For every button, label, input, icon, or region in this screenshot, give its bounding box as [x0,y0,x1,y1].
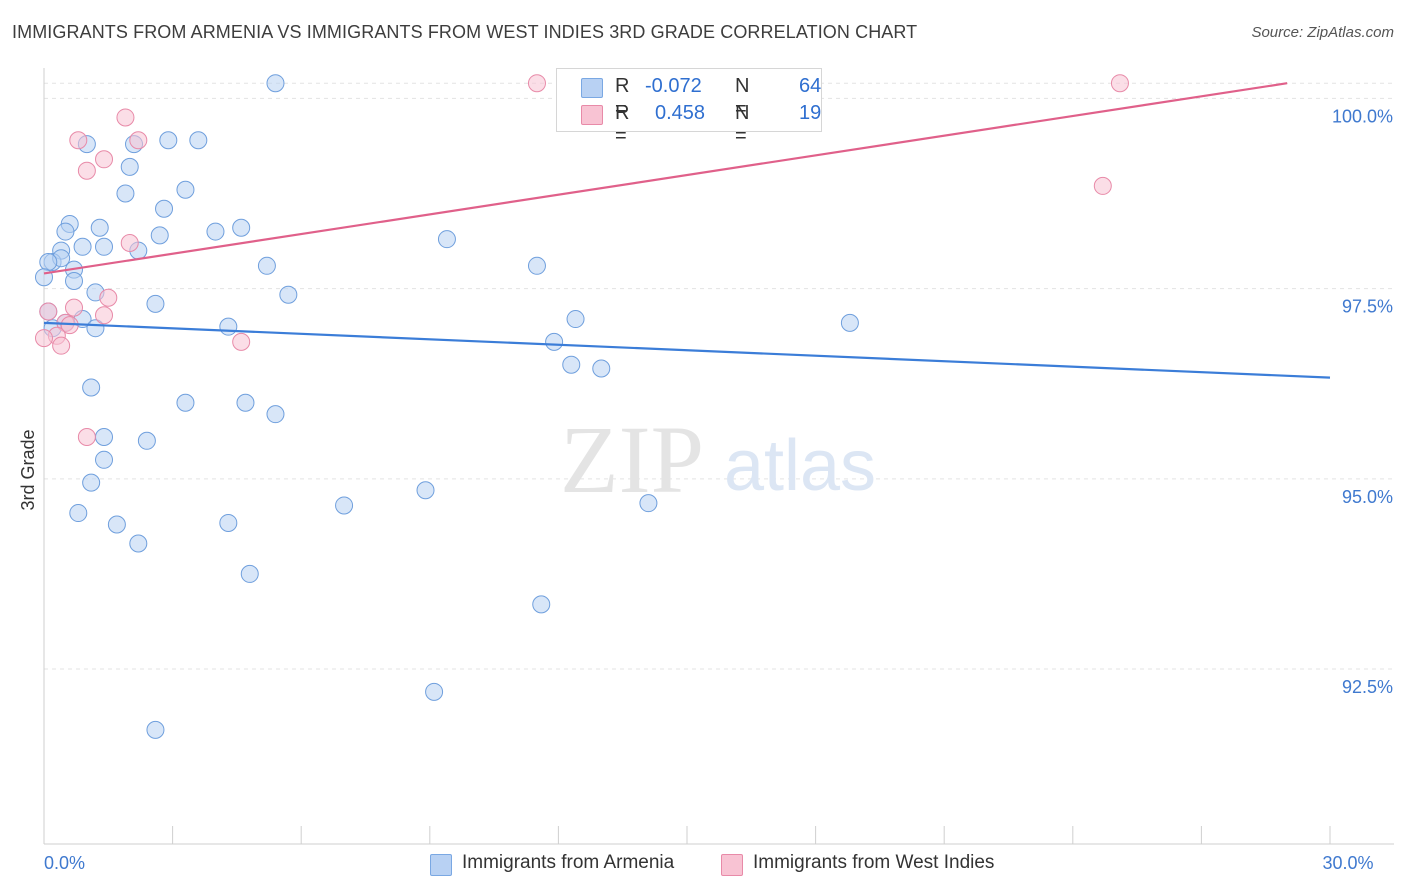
west-indies-point [129,131,148,150]
west-indies-point [99,288,118,307]
x-tick-label: 0.0% [44,853,85,873]
legend-r-label: R = [615,102,630,147]
armenia-point [639,494,658,513]
bottom-legend-label-west-indies: Immigrants from West Indies [753,852,995,873]
trend-lines [43,82,1331,379]
armenia-point [56,222,75,241]
armenia-point [150,226,169,245]
armenia-point [416,481,435,500]
armenia-point [840,313,859,332]
legend-n-label: N = [735,75,750,120]
west-indies-point [77,161,96,180]
armenia-point [146,720,165,739]
armenia-point [116,184,135,203]
west-indies-point [77,427,96,446]
bottom-legend-swatch-west-indies [721,854,743,876]
legend-n-value-armenia: 64 [799,75,822,97]
y-tick-label: 92.5% [1342,677,1393,697]
axes [43,68,1394,845]
chart-title: IMMIGRANTS FROM ARMENIA VS IMMIGRANTS FR… [12,22,918,42]
armenia-point [437,230,456,249]
y-tick-label: 95.0% [1342,487,1393,507]
y-tick-label: 97.5% [1342,297,1393,317]
armenia-point [189,131,208,150]
west-indies-trend-line [43,82,1288,275]
y-axis-label: 3rd Grade [18,429,38,510]
armenia-trend-line [43,321,1331,379]
armenia-point [95,450,114,469]
armenia-point [39,253,58,271]
legend-n-label: N = [735,102,750,147]
armenia-point [95,237,114,256]
west-indies-point [95,150,114,169]
armenia-point [206,222,225,241]
west-indies-point [52,336,71,355]
legend-swatch-west-indies [581,105,603,125]
armenia-point [82,378,101,397]
watermark-atlas: atlas [724,426,876,506]
armenia-point [159,131,178,150]
y-tick-label: 100.0% [1332,106,1393,126]
armenia-point [566,310,585,329]
legend-swatch-armenia [581,78,603,98]
armenia-point [82,473,101,492]
west-indies-point [116,108,135,127]
armenia-point [532,595,551,614]
armenia-point [176,180,195,199]
legend-r-value-west-indies: 0.458 [655,102,706,124]
armenia-point [176,393,195,412]
west-indies-point [527,74,546,93]
armenia-point [120,157,139,176]
west-indies-point [232,332,251,351]
armenia-point [219,317,238,336]
armenia-point [425,682,444,701]
data-points [35,74,1129,739]
legend-r-label: R = [615,75,630,120]
armenia-point [137,431,156,450]
west-indies-point [65,298,84,317]
armenia-point [35,268,53,287]
armenia-point [146,294,165,313]
legend-n-value-west-indies: 19 [799,102,822,124]
legend-r-value-armenia: -0.072 [645,75,702,97]
west-indies-point [1093,176,1112,195]
armenia-point [95,427,114,446]
west-indies-point [1110,74,1129,93]
armenia-point [545,332,564,351]
west-indies-point [35,329,53,348]
x-tick-label: 30.0% [1322,853,1373,873]
armenia-point [266,405,285,424]
armenia-point [257,256,276,275]
armenia-point [232,218,251,237]
correlation-legend: R = -0.072 N = 64 R = 0.458 N = 19 [556,68,822,147]
west-indies-point [39,302,58,321]
armenia-point [73,237,92,256]
west-indies-point [120,233,139,252]
bottom-legend-swatch-armenia [430,854,452,876]
armenia-point [129,534,148,553]
armenia-point [279,285,298,304]
armenia-point [562,355,581,374]
armenia-point [65,272,84,291]
armenia-point [219,513,238,532]
armenia-point [527,256,546,275]
armenia-point [592,359,611,378]
armenia-point [266,74,285,93]
bottom-legend-label-armenia: Immigrants from Armenia [462,852,675,873]
armenia-point [69,504,88,523]
west-indies-point [95,306,114,325]
watermark: ZIP atlas [560,406,876,513]
source-credit: Source: ZipAtlas.com [1251,24,1394,41]
armenia-point [335,496,354,515]
armenia-point [236,393,255,412]
watermark-zip: ZIP [560,406,704,513]
tick-labels: 100.0% 97.5% 95.0% 92.5% 0.0% 30.0% [44,106,1393,873]
armenia-point [107,515,126,534]
armenia-point [155,199,174,218]
west-indies-point [69,131,88,150]
armenia-point [240,564,259,583]
armenia-point [90,218,109,237]
